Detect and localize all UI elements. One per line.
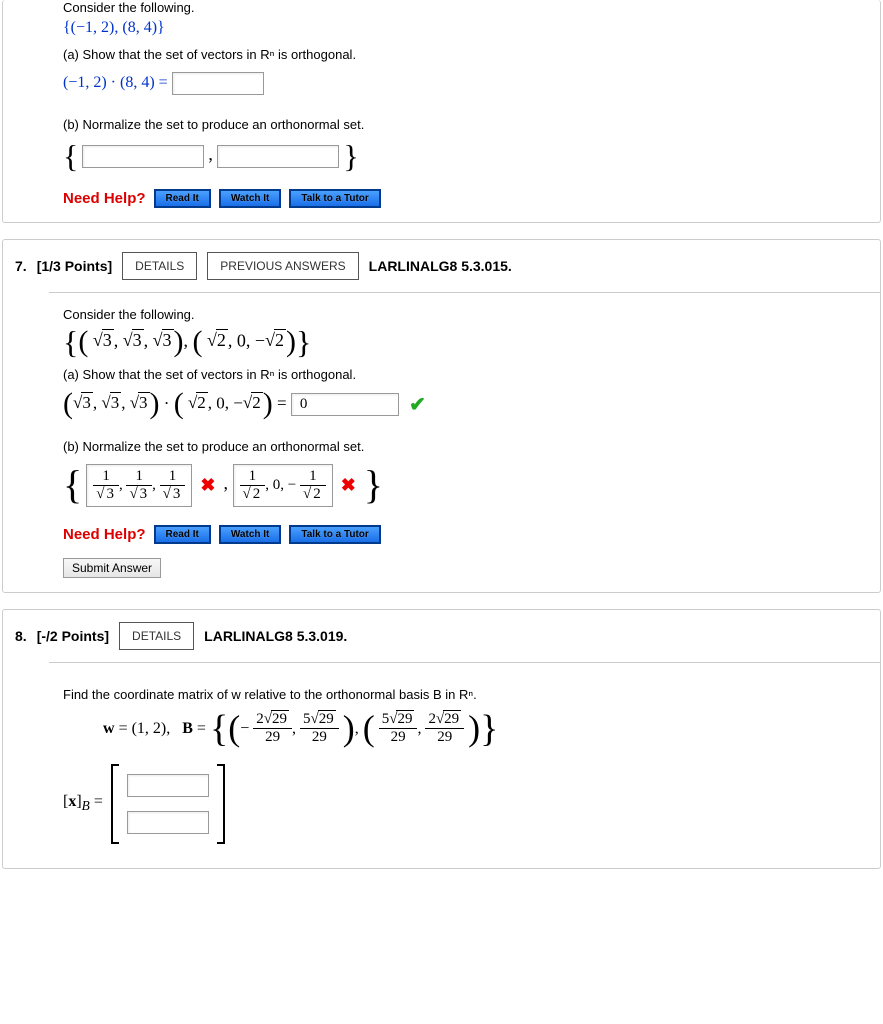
q6-part-a-text: (a) Show that the set of vectors in Rⁿ i… xyxy=(63,47,866,62)
question-7-panel: 7. [1/3 Points] DETAILS PREVIOUS ANSWERS… xyxy=(2,239,881,593)
details-button[interactable]: DETAILS xyxy=(122,252,197,280)
q8-coord-2-input[interactable] xyxy=(127,811,209,834)
q7-vec2-value[interactable]: 1√2, 0, − 1√2 xyxy=(233,464,333,507)
q8-coord-1-input[interactable] xyxy=(127,774,209,797)
q8-prompt: Find the coordinate matrix of w relative… xyxy=(63,687,866,702)
q7-orthonormal-row: { 1√3, 1√3, 1√3 ✖ , 1√2, 0, − 1√2 ✖ } xyxy=(63,464,866,507)
need-help-row: Need Help? Read It Watch It Talk to a Tu… xyxy=(63,189,866,208)
q7-part-b-text: (b) Normalize the set to produce an orth… xyxy=(63,439,866,454)
q7-points: [1/3 Points] xyxy=(37,258,112,274)
q6-part-a-row: (−1, 2) · (8, 4) = xyxy=(63,72,866,95)
q8-xb-label: [x]B = xyxy=(63,793,103,814)
talk-tutor-button[interactable]: Talk to a Tutor xyxy=(289,189,380,208)
previous-answers-button[interactable]: PREVIOUS ANSWERS xyxy=(207,252,358,280)
q8-number: 8. xyxy=(15,628,27,644)
read-it-button[interactable]: Read It xyxy=(154,189,211,208)
q6-intro: Consider the following. xyxy=(63,0,866,15)
q6-dot-expr: (−1, 2) · (8, 4) = xyxy=(63,74,168,91)
question-8-body: Find the coordinate matrix of w relative… xyxy=(49,662,880,868)
q7-number: 7. xyxy=(15,258,27,274)
q8-coord-row: [x]B = xyxy=(63,764,866,844)
q7-set: {( √3, √3, √3), ( √2, 0, −√2)} xyxy=(63,328,866,357)
question-7-header: 7. [1/3 Points] DETAILS PREVIOUS ANSWERS… xyxy=(3,240,880,292)
details-button[interactable]: DETAILS xyxy=(119,622,194,650)
talk-tutor-button[interactable]: Talk to a Tutor xyxy=(289,525,380,544)
need-help-label: Need Help? xyxy=(63,526,146,543)
q6-dot-input[interactable] xyxy=(172,72,264,95)
check-icon: ✔ xyxy=(409,394,426,416)
q7-reference: LARLINALG8 5.3.015. xyxy=(369,258,512,274)
coord-matrix xyxy=(111,764,225,844)
q6-part-b-text: (b) Normalize the set to produce an orth… xyxy=(63,117,866,132)
q7-part-a-row: (√3, √3, √3) · ( √2, 0, −√2) = 0 ✔ xyxy=(63,392,866,417)
q8-reference: LARLINALG8 5.3.019. xyxy=(204,628,347,644)
q7-part-a-text: (a) Show that the set of vectors in Rⁿ i… xyxy=(63,367,866,382)
q8-points: [-/2 Points] xyxy=(37,628,109,644)
x-icon: ✖ xyxy=(200,475,215,495)
submit-answer-button[interactable]: Submit Answer xyxy=(63,558,161,578)
need-help-label: Need Help? xyxy=(63,190,146,207)
q7-intro: Consider the following. xyxy=(63,307,866,322)
need-help-row: Need Help? Read It Watch It Talk to a Tu… xyxy=(63,525,866,544)
watch-it-button[interactable]: Watch It xyxy=(219,525,282,544)
q7-dot-input[interactable]: 0 xyxy=(291,393,399,416)
watch-it-button[interactable]: Watch It xyxy=(219,189,282,208)
q6-vec2-input[interactable] xyxy=(217,145,339,168)
q6-vec1-input[interactable] xyxy=(82,145,204,168)
q6-orthonormal-row: { , } xyxy=(63,142,866,171)
x-icon: ✖ xyxy=(341,475,356,495)
question-7-body: Consider the following. {( √3, √3, √3), … xyxy=(49,292,880,592)
question-6-body: Consider the following. {(−1, 2), (8, 4)… xyxy=(49,0,880,222)
q8-basis-row: w = (1, 2), B = {(− 2√2929, 5√2929 ), ( … xyxy=(103,712,866,746)
q7-vec1-value[interactable]: 1√3, 1√3, 1√3 xyxy=(86,464,192,507)
read-it-button[interactable]: Read It xyxy=(154,525,211,544)
question-8-header: 8. [-/2 Points] DETAILS LARLINALG8 5.3.0… xyxy=(3,610,880,662)
question-8-panel: 8. [-/2 Points] DETAILS LARLINALG8 5.3.0… xyxy=(2,609,881,869)
q6-set: {(−1, 2), (8, 4)} xyxy=(63,19,866,37)
